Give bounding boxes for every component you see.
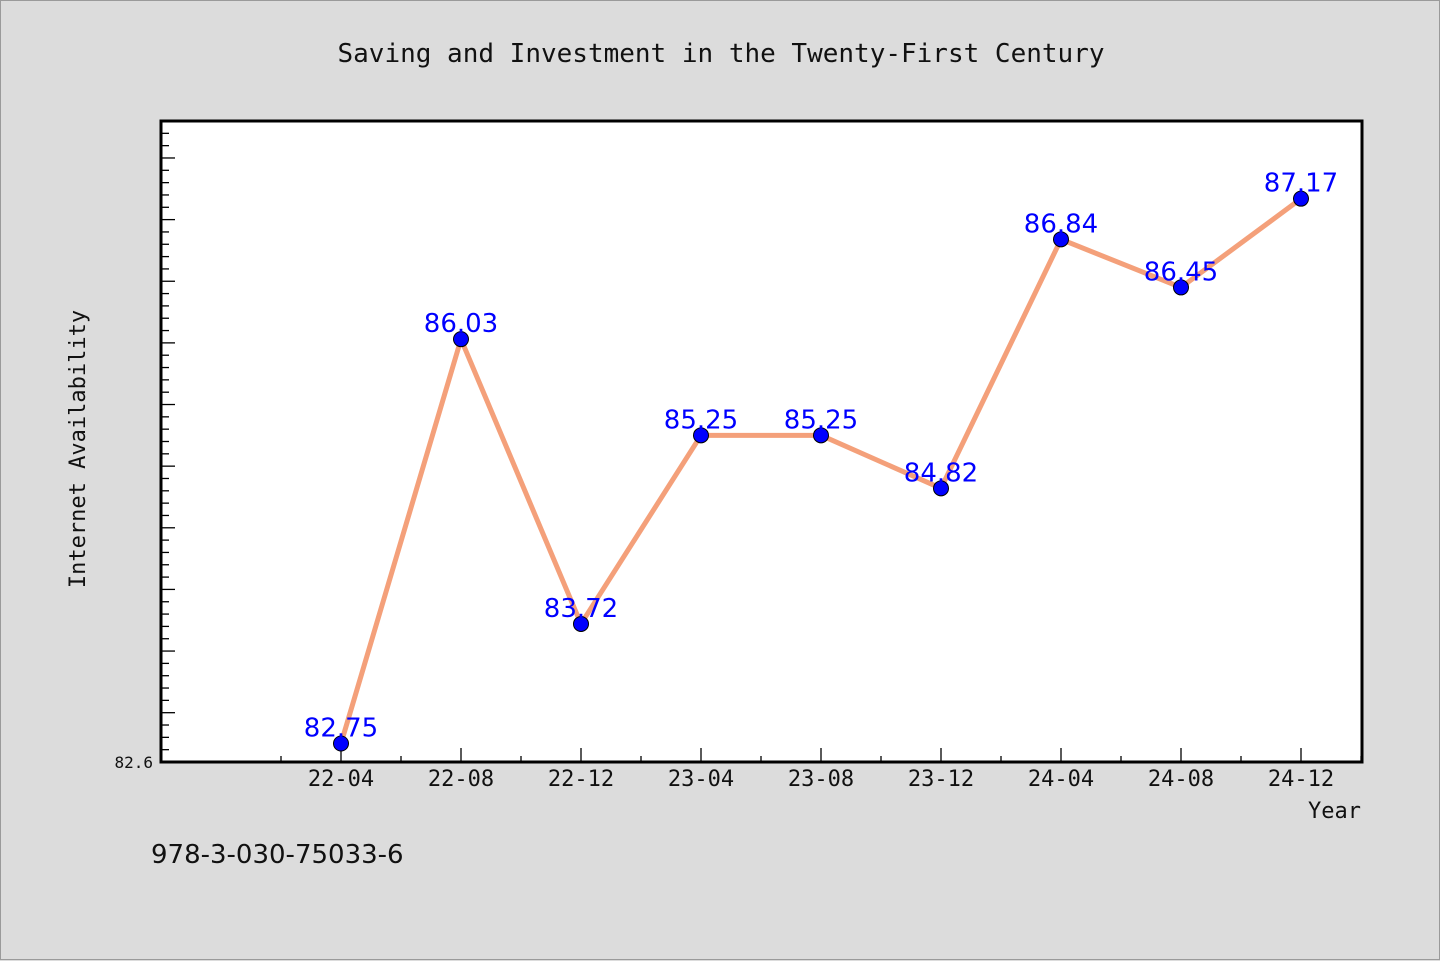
plot-area bbox=[159, 119, 1364, 764]
x-tick-label: 23-08 bbox=[788, 767, 854, 792]
data-label: 86.84 bbox=[1024, 209, 1098, 239]
x-tick-label: 22-04 bbox=[308, 767, 374, 792]
data-label: 82.75 bbox=[304, 714, 378, 744]
x-tick-label: 22-12 bbox=[548, 767, 614, 792]
footer-identifier: 978-3-030-75033-6 bbox=[151, 840, 404, 870]
data-point bbox=[1293, 190, 1309, 207]
data-point bbox=[1053, 231, 1069, 248]
data-label: 84.82 bbox=[904, 458, 978, 488]
x-tick-label: 24-12 bbox=[1268, 767, 1334, 792]
x-tick-label: 22-08 bbox=[428, 767, 494, 792]
x-axis-tick-labels: 22-04 22-08 22-12 23-04 23-08 23-12 24-04 24-08… bbox=[308, 767, 1334, 792]
data-label: 83.72 bbox=[544, 594, 618, 624]
data-markers bbox=[333, 190, 1309, 752]
data-point bbox=[333, 735, 349, 752]
data-point bbox=[813, 427, 829, 444]
data-point bbox=[693, 427, 709, 444]
x-axis-label: Year bbox=[1308, 799, 1361, 824]
y-axis-ticks bbox=[161, 132, 175, 763]
data-point bbox=[933, 480, 949, 497]
x-tick-label: 24-08 bbox=[1148, 767, 1214, 792]
data-label: 86.03 bbox=[424, 309, 498, 339]
x-axis-ticks bbox=[280, 748, 1362, 762]
data-labels: 82.75 86.03 83.72 85.25 85.25 84.82 86.84 86.45… bbox=[304, 169, 1338, 744]
data-label: 85.25 bbox=[784, 405, 858, 435]
data-label: 85.25 bbox=[664, 405, 738, 435]
data-point bbox=[573, 615, 589, 632]
x-tick-label: 23-04 bbox=[668, 767, 734, 792]
data-point bbox=[453, 331, 469, 348]
y-axis-label: Internet Availability bbox=[66, 310, 91, 588]
data-point bbox=[1173, 279, 1189, 296]
x-tick-label: 23-12 bbox=[908, 767, 974, 792]
data-label: 86.45 bbox=[1144, 257, 1218, 287]
y-axis-min-label: 82.6 bbox=[114, 753, 153, 772]
x-tick-label: 24-04 bbox=[1028, 767, 1094, 792]
data-label: 87.17 bbox=[1264, 169, 1338, 199]
chart-title: Saving and Investment in the Twenty-Firs… bbox=[337, 39, 1104, 69]
